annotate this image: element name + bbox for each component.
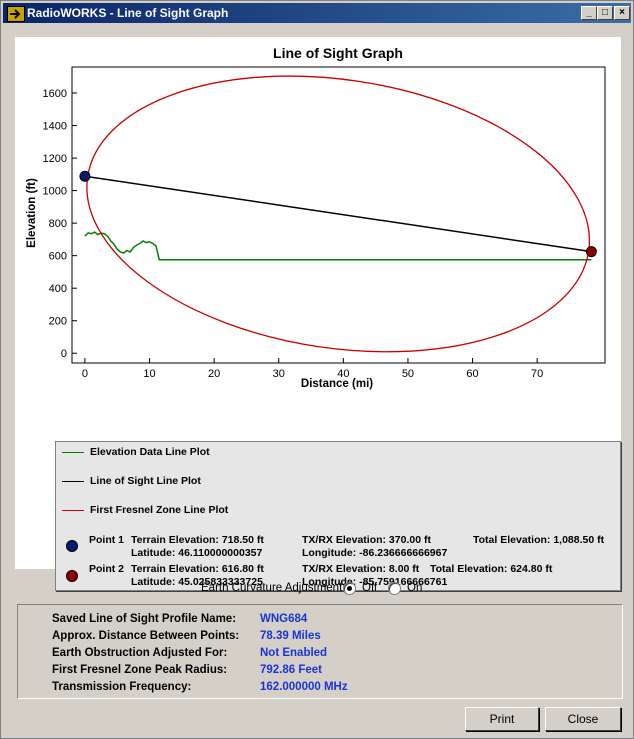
legend-swatch — [62, 481, 84, 482]
x-axis-label: Distance (mi) — [301, 378, 373, 390]
frequency-value: 162.000000 MHz — [260, 681, 348, 693]
window-title: RadioWORKS - Line of Sight Graph — [27, 6, 229, 20]
point1-latitude: Latitude: 46.110000000357 — [131, 547, 263, 559]
curvature-on-radio[interactable] — [388, 582, 401, 595]
distance-label: Approx. Distance Between Points: — [52, 630, 240, 642]
point2-latitude: Latitude: 45.025833333725 — [131, 576, 263, 588]
point2-name: Point 2 — [89, 563, 125, 575]
fresnel-radius-label: First Fresnel Zone Peak Radius: — [52, 664, 228, 676]
y-axis-label: Elevation (ft) — [26, 178, 38, 248]
print-button[interactable]: Print — [465, 707, 539, 731]
point2-total: Total Elevation: 624.80 ft — [430, 563, 553, 575]
radio-selected-dot — [347, 586, 352, 591]
y-tick-label: 1200 — [43, 153, 67, 165]
curvature-on-label[interactable]: On — [407, 582, 423, 594]
curvature-off-radio[interactable] — [343, 582, 356, 595]
point1-marker-icon — [66, 540, 78, 552]
point2-txrx: TX/RX Elevation: 8.00 ft — [302, 563, 420, 575]
point2-marker-icon — [66, 570, 78, 582]
legend-swatch — [62, 510, 84, 511]
close-button[interactable]: Close — [545, 707, 621, 731]
y-tick-label: 0 — [61, 348, 67, 360]
close-icon[interactable]: × — [614, 6, 630, 20]
legend-label: Line of Sight Line Plot — [90, 475, 201, 487]
point2-longitude: Longitude: -85.759166666761 — [302, 576, 448, 588]
x-tick-label: 40 — [337, 368, 349, 380]
plot-panel: Line of Sight Graph Distance (mi) Elevat… — [15, 37, 621, 591]
point1-longitude: Longitude: -86.236666666967 — [302, 547, 448, 559]
profile-name-value: WNG684 — [260, 613, 308, 625]
chart-legend: Elevation Data Line Plot Line of Sight L… — [55, 441, 621, 591]
title-bar[interactable]: RadioWORKS - Line of Sight Graph _ □ × — [3, 3, 631, 23]
point1-marker — [79, 170, 91, 182]
point1-terrain: Terrain Elevation: 718.50 ft — [131, 534, 264, 546]
chart-title: Line of Sight Graph — [273, 45, 403, 61]
profile-info-panel: Saved Line of Sight Profile Name: WNG684… — [17, 604, 623, 699]
earth-curvature-row: Earth Curvature Adjustment: Off On — [1, 581, 634, 597]
line-of-sight-line — [84, 175, 592, 253]
distance-value: 78.39 Miles — [260, 630, 321, 642]
point2-terrain: Terrain Elevation: 616.80 ft — [131, 563, 264, 575]
y-tick-label: 1600 — [43, 88, 67, 100]
earth-obstruction-value: Not Enabled — [260, 647, 328, 659]
y-tick-label: 400 — [49, 283, 67, 295]
curvature-off-label[interactable]: Off — [362, 582, 378, 594]
x-tick-label: 50 — [402, 368, 414, 380]
point2-marker — [585, 246, 597, 258]
plot-area — [71, 66, 606, 364]
line-of-sight-chart: Line of Sight Graph Distance (mi) Elevat… — [26, 45, 606, 390]
x-tick-label: 30 — [273, 368, 285, 380]
point1-name: Point 1 — [89, 534, 125, 546]
curvature-label: Earth Curvature Adjustment: — [201, 582, 346, 594]
maximize-icon[interactable]: □ — [597, 6, 613, 20]
fresnel-radius-value: 792.86 Feet — [260, 664, 323, 676]
y-tick-label: 1000 — [43, 186, 67, 198]
legend-label: First Fresnel Zone Line Plot — [90, 504, 229, 516]
point1-txrx: TX/RX Elevation: 370.00 ft — [302, 534, 431, 546]
minimize-icon[interactable]: _ — [581, 6, 597, 20]
x-tick-label: 0 — [82, 368, 88, 380]
y-tick-label: 1400 — [43, 121, 67, 133]
x-tick-label: 10 — [143, 368, 155, 380]
x-tick-label: 60 — [466, 368, 478, 380]
app-arrow-icon — [7, 6, 25, 22]
frequency-label: Transmission Frequency: — [52, 681, 192, 693]
x-tick-label: 70 — [531, 368, 543, 380]
earth-obstruction-label: Earth Obstruction Adjusted For: — [52, 647, 228, 659]
legend-swatch — [62, 452, 84, 453]
point1-total: Total Elevation: 1,088.50 ft — [473, 534, 605, 546]
legend-label: Elevation Data Line Plot — [90, 446, 210, 458]
y-tick-label: 600 — [49, 251, 67, 263]
elevation-line — [84, 231, 592, 261]
y-tick-label: 800 — [49, 218, 67, 230]
x-tick-label: 20 — [208, 368, 220, 380]
y-tick-label: 200 — [49, 316, 67, 328]
profile-name-label: Saved Line of Sight Profile Name: — [52, 613, 237, 625]
